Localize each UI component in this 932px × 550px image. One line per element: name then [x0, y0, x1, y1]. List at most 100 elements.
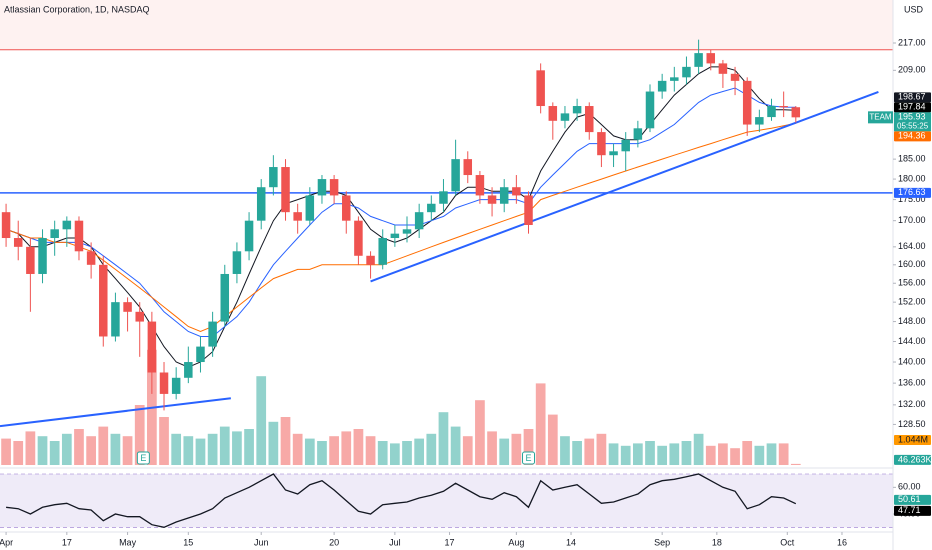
candle-body: [633, 128, 643, 140]
candle-body: [342, 195, 351, 221]
volume-bar: [426, 433, 437, 465]
volume-bar: [134, 405, 145, 465]
y-tick-label: 144.00: [898, 336, 926, 346]
volume-bar: [450, 426, 461, 465]
candle-body: [256, 187, 266, 221]
volume-bar: [390, 443, 400, 465]
y-tick-label: 160.00: [898, 259, 926, 269]
volume-bar: [159, 417, 169, 465]
volume-bar: [232, 431, 242, 465]
candle-body: [390, 233, 400, 239]
countdown: 05:55:25: [897, 121, 929, 130]
y-tick-label: 175.00: [898, 194, 926, 204]
ma-value-box: [894, 92, 931, 103]
volume-bar: [25, 431, 36, 465]
x-tick-label: 18: [712, 537, 722, 547]
candle-body: [281, 167, 290, 213]
volume-bar: [523, 429, 534, 465]
candle-body: [208, 321, 217, 347]
candle-body: [536, 70, 545, 107]
candle-body: [159, 372, 169, 394]
volume-bar: [632, 443, 643, 465]
candle-body: [196, 346, 205, 363]
ma-value-box: [894, 131, 931, 142]
earnings-marker: [136, 451, 150, 465]
volume-bar: [377, 441, 388, 465]
volume-bar: [74, 429, 84, 465]
volume-bar: [742, 441, 753, 465]
volume-value-box: [894, 454, 931, 465]
candle-body: [147, 321, 157, 373]
volume-bar: [365, 436, 376, 465]
volume-bar: [705, 445, 716, 465]
earnings-label: E: [140, 453, 146, 463]
candle-body: [512, 187, 521, 196]
x-tick-label: Sep: [654, 537, 670, 547]
x-tick-label: May: [119, 537, 137, 547]
rsi-ma-value: 50.61: [898, 494, 921, 504]
candle-body: [171, 377, 181, 394]
y-tick-label: 164.00: [898, 241, 926, 251]
volume-bar: [608, 443, 619, 465]
candle-body: [50, 229, 59, 239]
y-tick-label: 170.00: [898, 215, 926, 225]
candle-body: [439, 191, 448, 204]
ma-value: 197.84: [898, 102, 926, 112]
volume-bar: [122, 436, 133, 465]
candle-body: [791, 107, 801, 118]
volume-bar: [572, 441, 582, 465]
candle-body: [560, 113, 570, 121]
volume-bar: [98, 426, 109, 465]
y-tick-label: 136.00: [898, 378, 926, 388]
chart-title: Atlassian Corporation, 1D, NASDAQ: [4, 4, 150, 14]
volume-bar: [693, 433, 704, 465]
candle-body: [742, 80, 752, 125]
volume-bar: [353, 429, 364, 465]
candle-body: [86, 251, 96, 265]
x-tick-label: 15: [183, 537, 193, 547]
volume-bar: [511, 433, 522, 465]
earnings-marker: [522, 451, 536, 465]
volume-bar: [681, 441, 692, 465]
candle-body: [305, 195, 315, 221]
y-tick-label: 140.00: [898, 356, 926, 366]
volume-bar: [110, 433, 121, 465]
candle-body: [475, 175, 485, 196]
candle-body: [706, 53, 716, 64]
volume-bar: [730, 448, 740, 465]
symbol-box: [868, 111, 893, 124]
candle-body: [524, 195, 533, 225]
candle-body: [123, 302, 132, 312]
hline-value: 176.63: [898, 187, 926, 197]
ma-value: 198.67: [898, 92, 926, 102]
volume-bar: [304, 438, 315, 465]
volume-bar: [292, 433, 303, 465]
volume-bar: [13, 441, 24, 465]
y-tick-label: 185.00: [898, 154, 926, 164]
candle-body: [730, 73, 740, 81]
hline-value-box: [894, 187, 931, 198]
candle-body: [13, 238, 23, 247]
rsi-value: 47.71: [898, 505, 921, 515]
candle-body: [38, 238, 47, 274]
candle-body: [779, 106, 788, 108]
volume-bar: [207, 433, 218, 465]
candle-body: [378, 238, 387, 265]
volume-bar: [645, 441, 655, 465]
volume-bar: [280, 417, 291, 465]
x-tick-label: Aug: [508, 537, 524, 547]
ma-value-box: [894, 102, 931, 113]
volume-bar: [244, 429, 254, 465]
volume-bar: [620, 445, 631, 465]
volume-bar: [766, 443, 777, 465]
moving-average: [5, 122, 796, 333]
volume-bar: [317, 441, 327, 465]
candle-body: [657, 80, 667, 92]
volume-bar: [341, 431, 352, 465]
volume-bar: [718, 443, 728, 465]
candle-body: [317, 179, 327, 196]
volume-bar: [414, 438, 425, 465]
volume-bar: [402, 441, 412, 465]
x-tick-label: 17: [445, 537, 455, 547]
candle-body: [329, 179, 339, 196]
